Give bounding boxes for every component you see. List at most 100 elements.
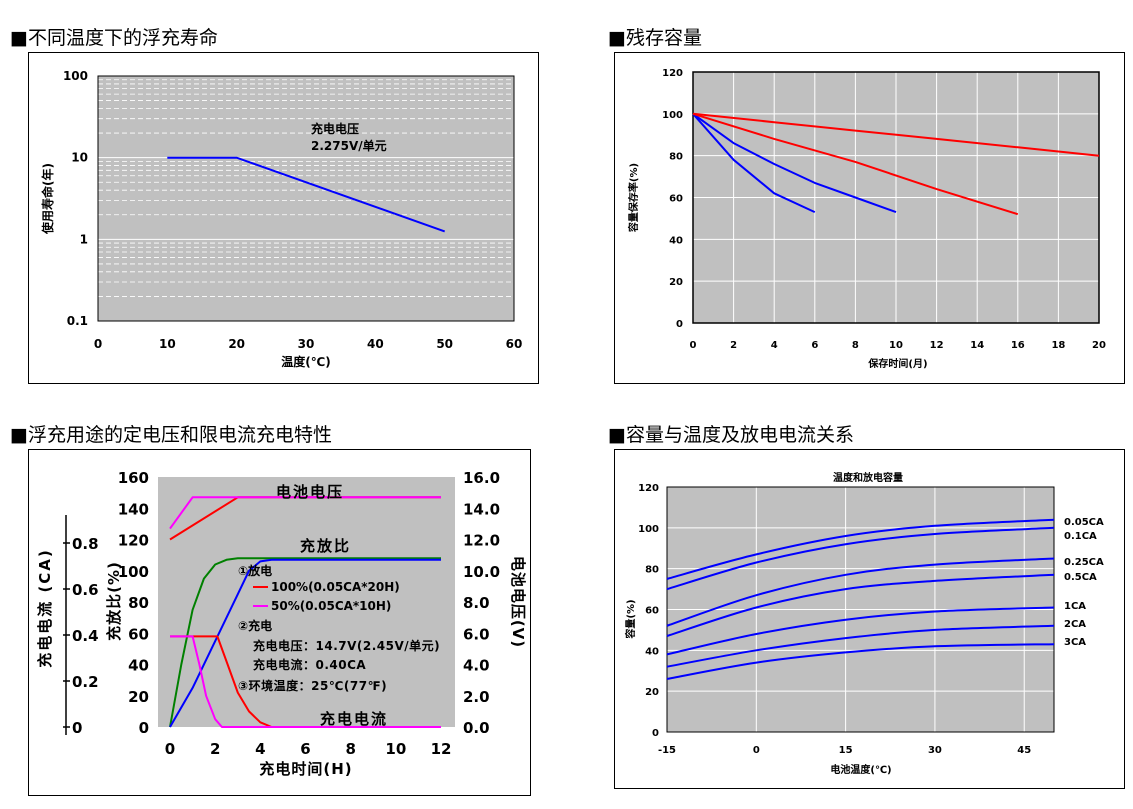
chart3-x-tick-label: 12 bbox=[431, 740, 452, 758]
chart3-legend-charge-current: 充电电流：0.40CA bbox=[253, 657, 366, 672]
chart3-current-tick-label: 0.4 bbox=[72, 627, 99, 645]
chart4-x-tick-label: 15 bbox=[839, 745, 853, 756]
chart1-y-tick-label: 100 bbox=[63, 69, 88, 83]
chart1-life-line bbox=[167, 156, 446, 233]
chart3-y-right-tick-label: 12.0 bbox=[463, 532, 500, 550]
chart4-series-label: 0.25CA bbox=[1064, 557, 1104, 568]
chart3-current-tick-label: 0 bbox=[72, 719, 82, 737]
section-title-residual-capacity: ■残存容量 bbox=[608, 27, 702, 49]
chart3-x-tick-label: 8 bbox=[345, 740, 355, 758]
chart4-x-tick-label: 30 bbox=[928, 745, 942, 756]
chart3-x-axis-label: 充电时间(H) bbox=[259, 760, 352, 778]
chart3-voltage-label: 电池电压 bbox=[276, 483, 344, 501]
chart2-plot-border bbox=[692, 71, 1100, 324]
chart3-y-left-tick-label: 60 bbox=[128, 625, 149, 643]
chart1-annotation-line2: 2.275V/单元 bbox=[311, 138, 387, 153]
chart4-y-tick-label: 40 bbox=[645, 646, 659, 657]
chart3-y-right-tick-label: 14.0 bbox=[463, 500, 500, 518]
chart1-x-tick-label: 50 bbox=[436, 337, 453, 351]
chart2-x-tick-label: 6 bbox=[811, 340, 818, 351]
chart1-x-tick-label: 10 bbox=[159, 337, 176, 351]
chart2-x-tick-label: 2 bbox=[730, 340, 737, 351]
chart2-x-tick-label: 8 bbox=[852, 340, 859, 351]
chart3-plot-area bbox=[158, 477, 455, 727]
chart1-x-tick-label: 60 bbox=[506, 337, 523, 351]
chart3-x-tick-label: 6 bbox=[300, 740, 310, 758]
chart1-x-tick-label: 20 bbox=[228, 337, 245, 351]
chart4-y-tick-label: 0 bbox=[652, 728, 659, 739]
chart3-y-left-tick-label: 40 bbox=[128, 657, 149, 675]
chart2-x-tick-label: 12 bbox=[930, 340, 944, 351]
chart3-legend-item2: 50%(0.05CA*10H) bbox=[271, 599, 391, 613]
chart4-y-tick-label: 20 bbox=[645, 687, 659, 698]
chart2-y-tick-label: 100 bbox=[662, 110, 683, 121]
chart4-x-tick-label: -15 bbox=[658, 745, 676, 756]
chart1-y-tick-label: 0.1 bbox=[67, 314, 88, 328]
chart3-y-right-tick-label: 16.0 bbox=[463, 469, 500, 487]
chart2-y-tick-label: 120 bbox=[662, 68, 683, 79]
chart1-annotation-line1: 充电电压 bbox=[311, 121, 359, 136]
chart2-blue-curve bbox=[692, 112, 897, 214]
chart3-y-left-tick-label: 20 bbox=[128, 688, 149, 706]
chart4-capacity-curve bbox=[666, 573, 1055, 637]
chart2-x-tick-label: 18 bbox=[1051, 340, 1065, 351]
chart2-x-tick-label: 10 bbox=[889, 340, 903, 351]
chart1-x-axis-label: 温度(℃) bbox=[281, 354, 331, 369]
chart4-series-label: 2CA bbox=[1064, 619, 1086, 630]
chart3-current-tick-label: 0.6 bbox=[72, 581, 99, 599]
chart3-y-right-tick-label: 2.0 bbox=[463, 688, 490, 706]
chart3-voltage-curve bbox=[169, 496, 441, 530]
chart3-y-left-tick-label: 160 bbox=[118, 469, 149, 487]
chart4-capacity-curve bbox=[666, 624, 1055, 668]
chart4-y-tick-label: 80 bbox=[645, 565, 659, 576]
chart2-x-tick-label: 14 bbox=[970, 340, 984, 351]
section-title-float-life: ■不同温度下的浮充寿命 bbox=[10, 27, 218, 49]
chart2-blue-curve bbox=[692, 113, 816, 214]
chart3-current-tick-label: 0.2 bbox=[72, 673, 99, 691]
chart4-capacity-curve bbox=[666, 557, 1055, 627]
chart2-x-tick-label: 0 bbox=[690, 340, 697, 351]
chart3-ratio-curve bbox=[169, 558, 441, 728]
chart2-y-tick-label: 0 bbox=[676, 319, 683, 330]
chart3-ratio-label: 充放比 bbox=[300, 537, 351, 555]
chart3-legend-ambient: ③环境温度：25℃(77℉) bbox=[238, 678, 387, 693]
chart4-capacity-curve bbox=[666, 606, 1055, 656]
chart2-y-tick-label: 60 bbox=[669, 194, 683, 205]
chart3-ratio-curve bbox=[169, 557, 441, 728]
chart3-y-right-tick-label: 8.0 bbox=[463, 594, 490, 612]
chart3-legend-discharge-title: ①放电 bbox=[238, 563, 272, 578]
chart3-y-left-axis-label: 充放比(%) bbox=[105, 561, 123, 641]
chart2-red-curve bbox=[692, 112, 1100, 157]
chart4-y-axis-label: 容量(%) bbox=[624, 599, 637, 639]
chart3-y-left-tick-label: 140 bbox=[118, 500, 149, 518]
chart3-y-right-tick-label: 10.0 bbox=[463, 563, 500, 581]
chart3-current-label: 充电电流 bbox=[320, 710, 388, 728]
chart3-current-curve bbox=[170, 635, 441, 728]
chart4-x-tick-label: 45 bbox=[1017, 745, 1031, 756]
chart4-series-label: 0.05CA bbox=[1064, 517, 1104, 528]
chart2-x-tick-label: 20 bbox=[1092, 340, 1106, 351]
chart1-x-tick-label: 0 bbox=[94, 337, 102, 351]
chart2-y-axis-label: 容量保存率(%) bbox=[627, 163, 640, 233]
chart3-legend-item1: 100%(0.05CA*20H) bbox=[271, 580, 400, 594]
chart4-title: 温度和放电容量 bbox=[833, 471, 903, 484]
chart4-series-label: 3CA bbox=[1064, 637, 1086, 648]
chart3-y-left-tick-label: 80 bbox=[128, 594, 149, 612]
chart4-plot-border bbox=[666, 486, 1055, 733]
chart3-y-right-axis-label: 电池电压(V) bbox=[509, 556, 527, 648]
chart3-y-left-tick-label: 0 bbox=[139, 719, 149, 737]
chart2-x-axis-label: 保存时间(月) bbox=[867, 357, 927, 370]
chart2-x-tick-label: 4 bbox=[771, 340, 778, 351]
chart3-x-tick-label: 10 bbox=[385, 740, 406, 758]
chart1-y-axis-label: 使用寿命(年) bbox=[40, 163, 55, 235]
chart4-x-axis-label: 电池温度(℃) bbox=[830, 763, 891, 776]
chart4-x-tick-label: 0 bbox=[753, 745, 760, 756]
chart3-legend-charge-title: ②充电 bbox=[238, 618, 272, 633]
chart2-y-tick-label: 20 bbox=[669, 277, 683, 288]
chart2-red-curve bbox=[692, 112, 1019, 216]
chart4-y-tick-label: 100 bbox=[638, 524, 659, 535]
chart4-series-label: 1CA bbox=[1064, 601, 1086, 612]
chart1-plot-area bbox=[97, 75, 515, 322]
